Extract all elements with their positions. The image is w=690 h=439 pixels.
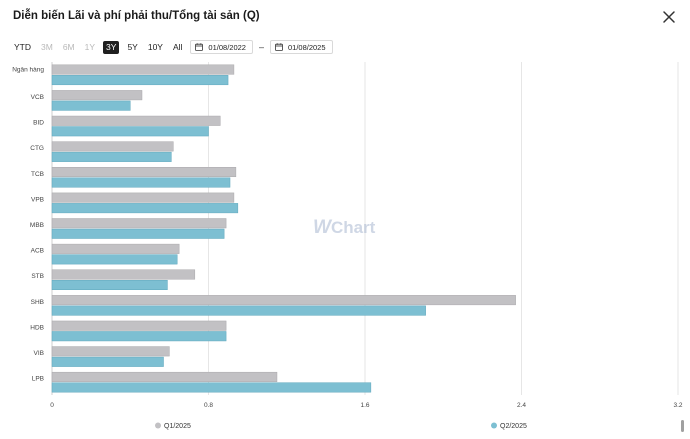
range-toolbar: YTD 3M 6M 1Y 3Y 5Y 10Y All 01/08/2022 – 01/08/2… — [12, 40, 333, 54]
bar-q1-LPB[interactable] — [51, 371, 278, 382]
category-label: Ngân hàng — [12, 66, 44, 73]
bar-q1-CTG[interactable] — [51, 141, 174, 152]
close-icon[interactable] — [660, 8, 678, 26]
category-label: ACB — [31, 248, 44, 255]
x-tick-label: 0.8 — [204, 402, 213, 409]
range-button-1y[interactable]: 1Y — [84, 41, 96, 52]
bar-q1-VCB[interactable] — [51, 90, 143, 101]
bar-q1-VIB[interactable] — [51, 346, 170, 357]
range-button-ytd[interactable]: YTD — [14, 41, 31, 52]
x-tick-label: 0 — [50, 402, 54, 409]
date-to-value: 01/08/2025 — [287, 42, 326, 52]
bar-q2-BID[interactable] — [51, 126, 209, 137]
bar-q2-SHB[interactable] — [51, 305, 426, 316]
bar-q1-ACB[interactable] — [51, 243, 180, 254]
x-tick-label: 3.2 — [673, 402, 682, 409]
bar-q1-Ngân hàng[interactable] — [51, 64, 235, 75]
bar-q1-STB[interactable] — [51, 269, 196, 280]
bar-q2-HDB[interactable] — [51, 331, 227, 342]
bar-q1-MBB[interactable] — [51, 218, 227, 229]
page-title: Diễn biến Lãi và phí phải thu/Tổng tài s… — [13, 10, 260, 22]
category-label: TCB — [31, 171, 44, 178]
range-button-3m[interactable]: 3M — [41, 41, 53, 52]
bar-q2-ACB[interactable] — [51, 254, 178, 265]
bar-q2-MBB[interactable] — [51, 228, 225, 239]
calendar-icon — [275, 43, 283, 51]
bar-q1-BID[interactable] — [51, 115, 221, 126]
category-label: SHB — [31, 299, 44, 306]
calendar-icon — [195, 43, 204, 51]
legend-swatch-Q2/2025[interactable] — [491, 422, 497, 429]
bar-q1-HDB[interactable] — [51, 320, 227, 331]
category-label: CTG — [30, 145, 44, 152]
range-button-all[interactable]: All — [172, 41, 183, 52]
scroll-handle[interactable] — [681, 420, 684, 432]
category-label: BID — [33, 120, 44, 127]
bar-q2-CTG[interactable] — [51, 151, 172, 162]
bar-q2-VIB[interactable] — [51, 356, 164, 367]
category-label: LPB — [32, 376, 44, 383]
watermark-text: Chart — [331, 218, 376, 237]
category-label: HDB — [30, 324, 44, 331]
x-tick-label: 2.4 — [517, 402, 526, 409]
bar-q2-TCB[interactable] — [51, 177, 231, 188]
bar-q1-VPB[interactable] — [51, 192, 235, 203]
x-tick-label: 1.6 — [360, 402, 369, 409]
category-label: VIB — [34, 350, 44, 357]
bar-q1-TCB[interactable] — [51, 167, 237, 178]
range-button-3y[interactable]: 3Y — [103, 40, 120, 54]
range-buttons: YTD 3M 6M 1Y 3Y 5Y 10Y All — [12, 40, 190, 54]
bar-q1-SHB[interactable] — [51, 295, 516, 306]
category-label: MBB — [30, 222, 44, 229]
legend-label[interactable]: Q2/2025 — [500, 423, 527, 430]
legend-label[interactable]: Q1/2025 — [164, 423, 191, 430]
category-label: STB — [31, 273, 44, 280]
category-label: VPB — [31, 196, 44, 203]
legend-swatch-Q1/2025[interactable] — [155, 422, 161, 429]
watermark-w: W — [313, 217, 333, 238]
watermark-logo: WChart — [313, 217, 376, 238]
bar-q2-VCB[interactable] — [51, 100, 131, 111]
range-button-5y[interactable]: 5Y — [127, 41, 138, 52]
date-to-field[interactable]: 01/08/2025 — [269, 40, 333, 54]
date-separator: – — [258, 42, 264, 52]
date-from-value: 01/08/2022 — [208, 42, 246, 52]
category-label: VCB — [31, 94, 44, 101]
bar-q2-Ngân hàng[interactable] — [51, 75, 229, 86]
bar-q2-VPB[interactable] — [51, 203, 239, 214]
bar-q2-STB[interactable] — [51, 279, 168, 290]
date-from-field[interactable]: 01/08/2022 — [190, 40, 253, 54]
range-button-6m[interactable]: 6M — [62, 41, 75, 52]
bar-q2-LPB[interactable] — [51, 382, 372, 393]
range-button-10y[interactable]: 10Y — [147, 41, 163, 52]
